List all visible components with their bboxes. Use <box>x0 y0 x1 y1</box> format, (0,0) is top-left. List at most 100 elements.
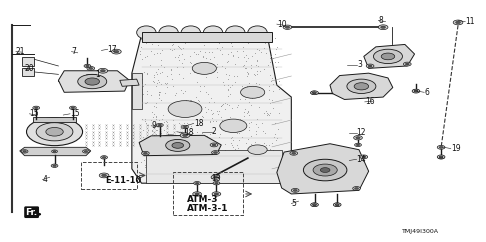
Point <box>175 45 183 49</box>
Circle shape <box>311 203 318 207</box>
Polygon shape <box>139 135 221 156</box>
Point <box>152 159 159 163</box>
Point <box>152 129 159 132</box>
Point <box>156 90 164 94</box>
Circle shape <box>355 143 362 147</box>
Point <box>242 97 249 101</box>
Point <box>250 36 258 40</box>
Point <box>266 111 274 115</box>
Point <box>275 79 282 83</box>
Point <box>196 72 204 76</box>
Point <box>274 60 282 64</box>
Point <box>169 84 177 88</box>
Point <box>219 152 227 156</box>
Point <box>155 93 163 97</box>
Point <box>268 98 276 102</box>
Point <box>150 52 158 55</box>
Point <box>152 114 160 118</box>
Circle shape <box>211 151 219 154</box>
Point <box>188 61 195 65</box>
Point <box>174 55 182 59</box>
Point <box>226 157 234 160</box>
Point <box>264 152 272 156</box>
Point <box>189 131 196 135</box>
Circle shape <box>455 21 460 24</box>
Point <box>175 72 183 76</box>
Point <box>261 41 269 45</box>
Point <box>264 163 272 166</box>
Point <box>224 129 232 132</box>
Point <box>251 151 259 154</box>
Circle shape <box>354 136 363 140</box>
Point <box>186 54 193 58</box>
Point <box>194 98 202 102</box>
Point <box>141 117 149 121</box>
Point <box>143 71 151 75</box>
Point <box>183 148 191 152</box>
Point <box>255 151 263 155</box>
Circle shape <box>413 90 419 93</box>
Point <box>258 154 265 158</box>
Point <box>188 159 195 163</box>
Text: 5: 5 <box>291 199 296 208</box>
Point <box>231 147 239 151</box>
Point <box>154 51 161 55</box>
Point <box>168 168 175 172</box>
Point <box>142 121 150 125</box>
Point <box>266 56 274 60</box>
Point <box>247 67 255 70</box>
Point <box>196 84 204 88</box>
Point <box>200 40 208 44</box>
Point <box>206 119 214 123</box>
Point <box>203 56 210 60</box>
Point <box>226 115 234 119</box>
Point <box>227 41 235 45</box>
Circle shape <box>212 192 221 196</box>
Point <box>179 91 187 95</box>
Point <box>136 49 144 53</box>
Point <box>206 70 214 74</box>
Point <box>193 123 201 127</box>
Point <box>229 154 237 158</box>
Point <box>245 81 253 85</box>
Point <box>198 144 206 148</box>
Point <box>185 107 192 111</box>
Circle shape <box>291 189 299 192</box>
Point <box>206 50 213 54</box>
Point <box>213 109 221 113</box>
Text: 15: 15 <box>70 109 80 118</box>
Point <box>220 164 228 168</box>
Circle shape <box>195 182 199 184</box>
Point <box>139 77 146 81</box>
Circle shape <box>366 64 374 68</box>
Point <box>220 121 227 125</box>
Point <box>254 154 262 158</box>
Point <box>244 151 252 155</box>
Polygon shape <box>330 73 393 99</box>
Point <box>179 158 187 162</box>
Point <box>203 141 210 144</box>
Circle shape <box>182 125 189 129</box>
Point <box>158 48 166 52</box>
Text: 10: 10 <box>277 20 286 29</box>
Point <box>177 169 185 173</box>
Point <box>158 113 166 116</box>
Point <box>152 105 160 109</box>
Point <box>212 119 220 123</box>
Point <box>167 157 175 161</box>
Point <box>234 104 242 107</box>
Point <box>142 101 150 105</box>
Point <box>238 135 246 139</box>
Point <box>154 78 161 82</box>
Point <box>266 163 274 167</box>
Point <box>166 47 174 51</box>
Circle shape <box>23 151 26 152</box>
Point <box>226 120 234 124</box>
Point <box>271 36 279 40</box>
Circle shape <box>437 155 445 159</box>
Point <box>260 111 268 115</box>
Point <box>204 177 211 181</box>
Point <box>271 60 278 63</box>
Point <box>256 48 263 52</box>
Point <box>171 93 179 97</box>
